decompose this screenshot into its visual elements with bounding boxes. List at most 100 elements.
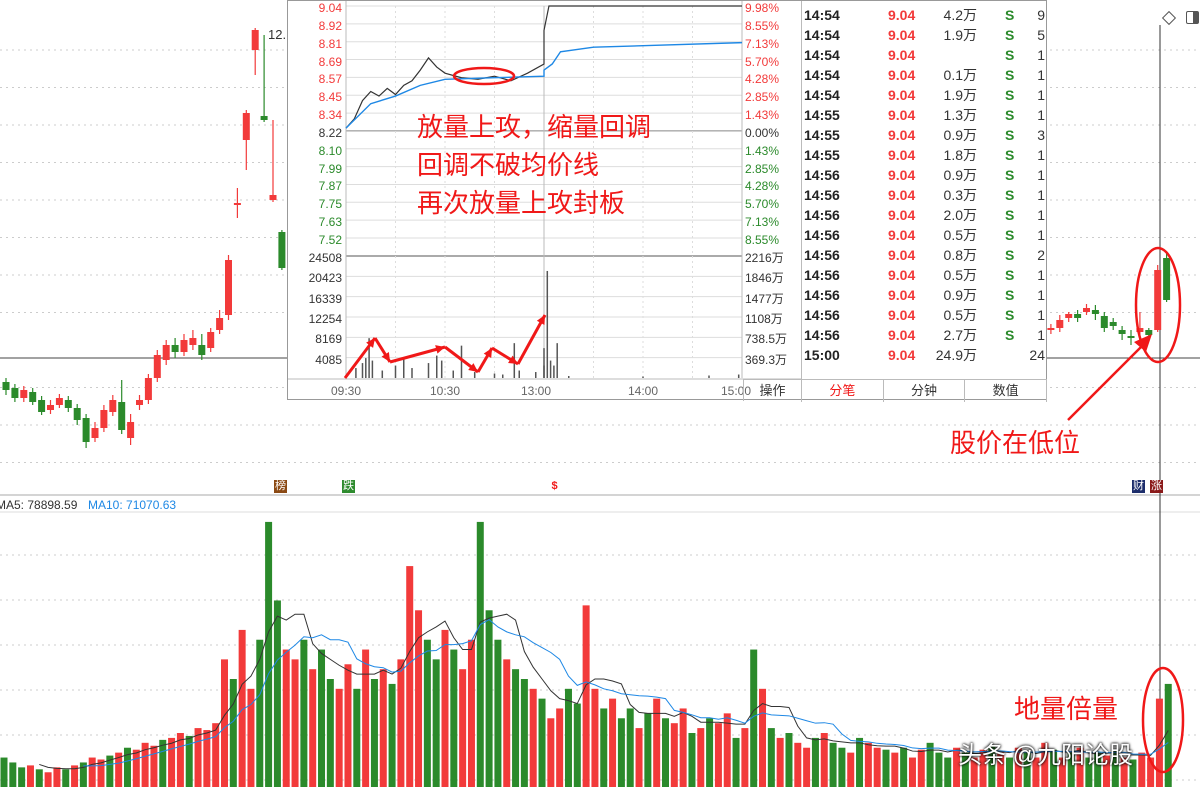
tag-fall-icon[interactable]: 跌 [342, 480, 355, 493]
volume-bar [882, 749, 890, 787]
tab-values[interactable]: 数值 [965, 380, 1048, 402]
candle-body [1065, 314, 1073, 318]
trade-row[interactable]: 14:55 9.04 1.8万 S 1 [802, 145, 1047, 165]
trade-side: S [1005, 67, 1015, 83]
volume-bar [256, 639, 264, 787]
percent-axis-label: 4.28% [745, 179, 780, 194]
trade-side: S [1005, 27, 1015, 43]
volume-bar [1138, 752, 1146, 787]
volume-bar [653, 698, 661, 787]
percent-axis-label: 5.70% [745, 54, 780, 69]
candle-body [136, 400, 143, 405]
volume-bar [344, 664, 352, 787]
tag-dollar-icon[interactable]: $ [551, 480, 558, 492]
volume-bar [1005, 757, 1013, 787]
volume-bar [62, 769, 70, 787]
trade-side: S [1005, 87, 1015, 103]
volume-bar [750, 649, 758, 787]
volume-bar [212, 723, 220, 787]
trade-row[interactable]: 14:54 9.04 1.9万 S 5 [802, 25, 1047, 45]
trade-row[interactable]: 14:56 9.04 0.5万 S 1 [802, 265, 1047, 285]
trade-row[interactable]: 14:54 9.04 S 1 [802, 45, 1047, 65]
volume-bar [494, 639, 502, 787]
price-axis-label: 8.92 [318, 18, 342, 33]
candle-body [233, 203, 241, 205]
trade-row[interactable]: 14:56 9.04 2.0万 S 1 [802, 205, 1047, 225]
tag-rise-icon[interactable]: 涨 [1150, 480, 1163, 493]
trade-row[interactable]: 14:56 9.04 0.3万 S 1 [802, 185, 1047, 205]
operate-button[interactable]: 操作 [743, 379, 801, 401]
trade-row[interactable]: 14:56 9.04 0.8万 S 2 [802, 245, 1047, 265]
volume-bar [573, 703, 581, 787]
amount-axis-label: 1846万 [745, 271, 784, 286]
volume-bar [732, 737, 740, 787]
volume-bar [520, 679, 528, 787]
volume-bar [318, 649, 326, 787]
trade-row[interactable]: 14:56 9.04 0.5万 S 1 [802, 305, 1047, 325]
trade-row[interactable]: 14:54 9.04 4.2万 S 9 [802, 5, 1047, 25]
candle-body [1118, 330, 1126, 334]
volume-bar [626, 708, 634, 787]
volume-bar [159, 739, 167, 787]
trade-row[interactable]: 14:55 9.04 0.9万 S 3 [802, 125, 1047, 145]
candle-body [29, 392, 37, 402]
trade-time: 14:54 [804, 27, 840, 43]
trade-volume: 1.3万 [943, 107, 977, 123]
volume-bar [935, 752, 943, 787]
trade-count: 9 [1037, 7, 1045, 23]
price-axis-label: 8.34 [318, 108, 342, 123]
candle-body [242, 113, 250, 140]
trade-volume: 1.9万 [943, 87, 977, 103]
price-line [345, 5, 742, 129]
volume-bar [415, 610, 423, 787]
tab-ticks[interactable]: 分笔 [802, 380, 884, 402]
time-axis-label: 10:30 [430, 384, 461, 398]
trade-price: 9.04 [888, 187, 916, 203]
volume-bar [194, 728, 202, 787]
trade-time: 14:54 [804, 47, 840, 63]
tag-finance-icon[interactable]: 财 [1132, 480, 1145, 493]
volume-bar [229, 679, 237, 787]
trade-row[interactable]: 14:56 9.04 0.9万 S 1 [802, 285, 1047, 305]
trade-volume: 0.9万 [943, 167, 977, 183]
volume-bar [1094, 752, 1102, 787]
candle-body [55, 398, 63, 405]
candle-body [2, 382, 10, 390]
volume-bar [485, 610, 493, 787]
tag-list-icon[interactable]: 榜 [274, 480, 287, 493]
trade-list[interactable]: 14:54 9.04 4.2万 S 9 14:54 9.04 1.9万 S 5 14:54 9.04 S… [801, 1, 1047, 379]
candle-body [260, 116, 268, 120]
trade-time: 14:55 [804, 127, 840, 143]
volume-bar [71, 765, 79, 787]
trade-row[interactable]: 14:56 9.04 2.7万 S 1 [802, 325, 1047, 345]
volume-bar [582, 605, 590, 787]
ma10-label: MA10: 71070.63 [88, 498, 177, 512]
trade-row[interactable]: 14:56 9.04 0.9万 S 1 [802, 165, 1047, 185]
trade-count: 1 [1037, 167, 1045, 183]
watermark: 头条 @九阳论股 [958, 742, 1134, 769]
trade-row[interactable]: 14:54 9.04 0.1万 S 1 [802, 65, 1047, 85]
candle-body [251, 30, 259, 50]
tab-minutes[interactable]: 分钟 [884, 380, 966, 402]
candle-body [1154, 270, 1162, 330]
candle-body [1145, 330, 1153, 335]
trade-row[interactable]: 14:55 9.04 1.3万 S 1 [802, 105, 1047, 125]
trade-row[interactable]: 14:54 9.04 1.9万 S 1 [802, 85, 1047, 105]
trade-row[interactable]: 15:00 9.04 24.9万 24 [802, 345, 1047, 365]
trade-side: S [1005, 147, 1015, 163]
trade-volume: 0.1万 [943, 67, 977, 83]
volume-bar [679, 708, 687, 787]
volume-bar [1111, 749, 1119, 787]
price-axis-label: 8.69 [318, 54, 342, 69]
volume-bar [388, 683, 396, 787]
candle-body [127, 422, 135, 438]
trade-time: 14:54 [804, 7, 840, 23]
volume-bar [300, 639, 308, 787]
volume-bar [697, 728, 705, 787]
trade-time: 14:56 [804, 267, 840, 283]
trade-price: 9.04 [888, 247, 916, 263]
trade-row[interactable]: 14:56 9.04 0.5万 S 1 [802, 225, 1047, 245]
price-axis-label: 7.87 [318, 179, 342, 194]
panel-toggle-icon[interactable] [1186, 11, 1199, 24]
candle-body [269, 195, 277, 200]
